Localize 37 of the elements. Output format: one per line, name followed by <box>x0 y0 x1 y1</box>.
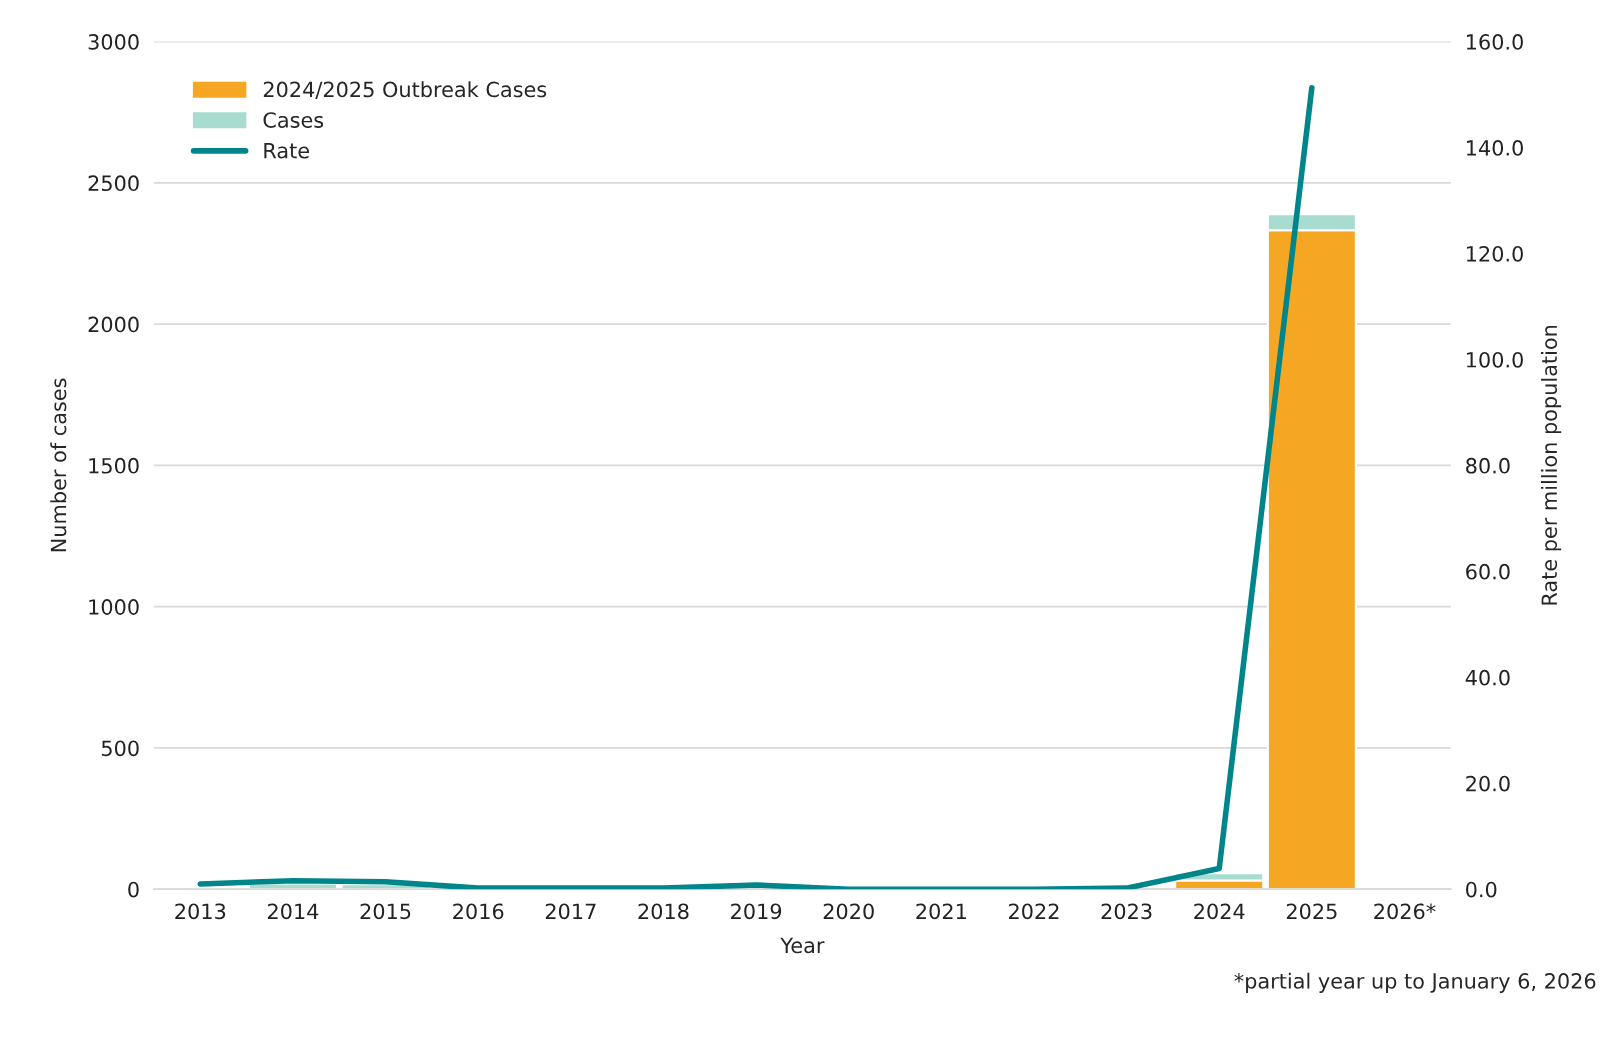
x-tick-label: 2020 <box>823 903 874 920</box>
y-tick-label: 3000 <box>88 34 139 50</box>
y-tick-label: 1000 <box>89 599 139 615</box>
x-tick-label: 2014 <box>267 903 319 920</box>
x-tick-label: 2016 <box>453 903 504 920</box>
y2-tick-label: 60.0 <box>1466 563 1510 580</box>
y2-axis-title: Rate per million population <box>1540 325 1562 605</box>
y-tick-label: 0 <box>128 881 139 898</box>
y-tick-label: 1500 <box>89 457 139 474</box>
y2-tick-label: 20.0 <box>1466 775 1510 792</box>
y-axis-title: Number of cases <box>50 378 67 552</box>
x-tick-label: 2021 <box>916 903 966 920</box>
x-tick-label: 2022 <box>1008 903 1059 920</box>
y-tick-label: 2000 <box>88 316 139 333</box>
x-tick-label: 2026* <box>1374 903 1436 920</box>
x-tick-label: 2018 <box>638 903 689 920</box>
y2-tick-label: 160.0 <box>1466 34 1523 50</box>
y2-tick-label: 40.0 <box>1465 669 1510 686</box>
legend-label: Rate <box>264 142 309 159</box>
y-tick-label: 500 <box>101 740 139 757</box>
y-tick-label: 2500 <box>88 175 139 192</box>
x-tick-label: 2013 <box>175 903 226 920</box>
y2-tick-label: 80.0 <box>1466 457 1510 474</box>
y2-tick-label: 140.0 <box>1466 140 1523 156</box>
y2-tick-label: 120.0 <box>1466 245 1523 262</box>
x-tick-label: 2024 <box>1194 903 1245 920</box>
x-tick-label: 2019 <box>731 903 782 920</box>
x-tick-label: 2025 <box>1286 903 1337 920</box>
text: *partial year up to January 6, 2026 <box>1234 972 1596 993</box>
x-tick-label: 2015 <box>360 903 411 920</box>
x-axis-title: Year <box>780 937 825 954</box>
x-tick-label: 2017 <box>545 903 596 920</box>
legend-label: Cases <box>263 112 324 128</box>
x-tick-label: 2023 <box>1101 903 1152 920</box>
y2-tick-label: 0.0 <box>1466 881 1497 898</box>
y2-tick-label: 100.0 <box>1466 351 1523 368</box>
legend-label: 2024/2025 Outbreak Cases <box>263 81 547 99</box>
